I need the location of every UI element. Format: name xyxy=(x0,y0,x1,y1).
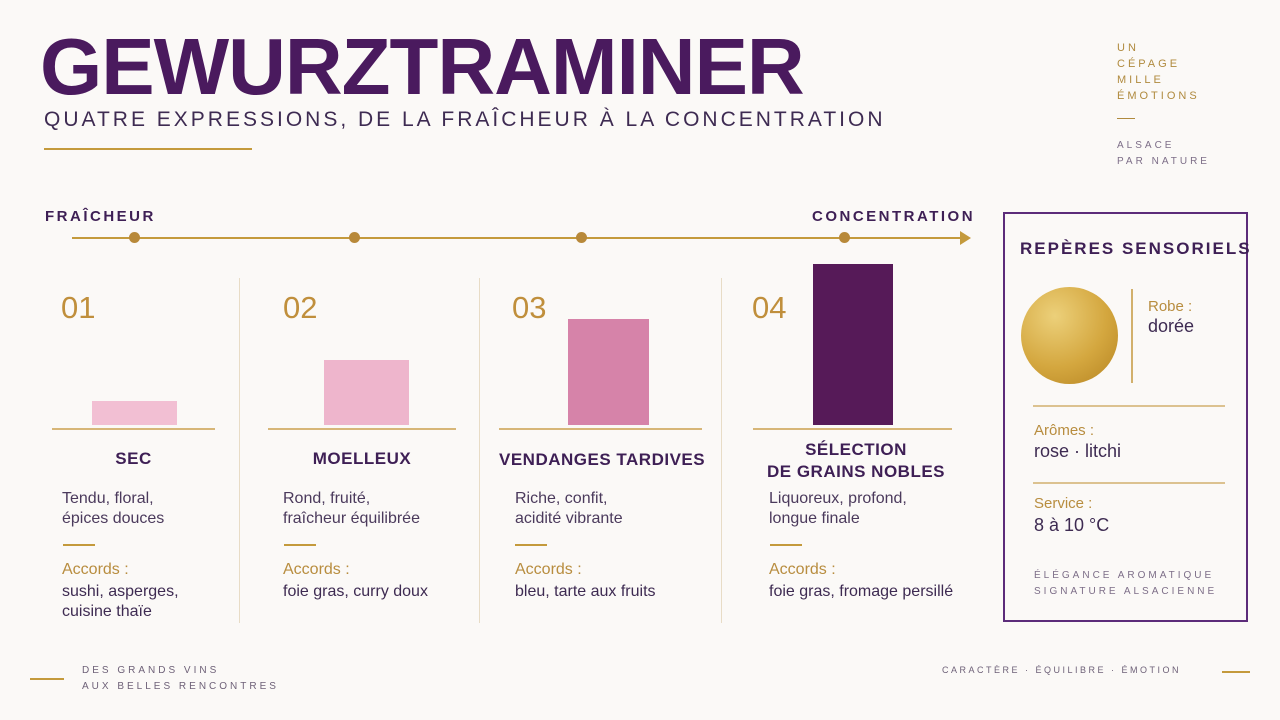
footer-values: CARACTÈRE · ÉQUILIBRE · ÉMOTION xyxy=(942,665,1182,675)
pairing-line: foie gras, fromage persillé xyxy=(769,583,954,600)
section-divider xyxy=(770,544,802,546)
description-line: Rond, fruité, xyxy=(283,490,371,507)
pairing-line: cuisine thaïe xyxy=(62,603,152,620)
section-divider xyxy=(284,544,316,546)
bar-baseline xyxy=(268,428,456,430)
style-name-line: DE GRAINS NOBLES xyxy=(766,462,946,481)
footer-rule-right xyxy=(1222,671,1250,673)
golden-robe-swatch xyxy=(1021,287,1118,384)
bar-baseline xyxy=(753,428,952,430)
pairing-value: bleu, tarte aux fruits xyxy=(515,582,656,602)
pairing-line: foie gras, curry doux xyxy=(283,583,428,600)
robe-value: dorée xyxy=(1148,316,1195,336)
footer-slogan-line: AUX BELLES RENCONTRES xyxy=(82,681,279,692)
style-number: 01 xyxy=(61,290,96,325)
axis-marker xyxy=(129,232,140,243)
aromas-value: rose · litchi xyxy=(1034,441,1122,461)
axis-marker xyxy=(576,232,587,243)
intensity-bar xyxy=(324,360,409,425)
intensity-bar xyxy=(92,401,177,425)
description-line: Riche, confit, xyxy=(515,490,608,507)
bar-baseline xyxy=(52,428,215,430)
pairing-line: bleu, tarte aux fruits xyxy=(515,583,656,600)
robe-label: Robe : xyxy=(1148,298,1193,315)
style-number: 02 xyxy=(283,290,318,325)
section-divider xyxy=(515,544,547,546)
description-line: Liquoreux, profond, xyxy=(769,490,907,507)
description-line: fraîcheur équilibrée xyxy=(283,510,420,527)
style-description: Tendu, floral, épices douces xyxy=(62,489,164,529)
column-divider xyxy=(239,278,240,623)
intensity-bar xyxy=(813,264,893,425)
style-name-line: VENDANGES TARDIVES xyxy=(499,450,706,469)
style-description: Liquoreux, profond, longue finale xyxy=(769,489,907,529)
title-underline xyxy=(44,148,252,150)
axis-end-label: CONCENTRATION xyxy=(812,208,976,225)
pairing-label: Accords : xyxy=(515,561,582,578)
style-name: SÉLECTION DE GRAINS NOBLES xyxy=(753,439,959,483)
style-name: VENDANGES TARDIVES xyxy=(499,449,706,471)
description-line: acidité vibrante xyxy=(515,510,623,527)
tagline-divider xyxy=(1117,118,1135,119)
pairing-label: Accords : xyxy=(283,561,350,578)
tagline: UN CÉPAGE MILLE ÉMOTIONS xyxy=(1117,40,1200,104)
robe-divider xyxy=(1131,289,1133,383)
style-name-line: MOELLEUX xyxy=(312,449,412,468)
pairing-line: sushi, asperges, xyxy=(62,583,179,600)
section-divider xyxy=(63,544,95,546)
panel-title: REPÈRES SENSORIELS xyxy=(1020,239,1252,258)
style-description: Riche, confit, acidité vibrante xyxy=(515,489,623,529)
axis-arrow-icon xyxy=(960,231,971,245)
axis-line xyxy=(72,237,962,239)
style-description: Rond, fruité, fraîcheur équilibrée xyxy=(283,489,420,529)
panel-footer-line: ÉLÉGANCE AROMATIQUE xyxy=(1034,570,1215,581)
pairing-value: foie gras, fromage persillé xyxy=(769,582,953,602)
bar-baseline xyxy=(499,428,702,430)
service-value: 8 à 10 °C xyxy=(1034,515,1110,535)
style-number: 03 xyxy=(512,290,547,325)
axis-marker xyxy=(349,232,360,243)
style-name: MOELLEUX xyxy=(268,448,456,470)
tagline-line: CÉPAGE xyxy=(1117,58,1181,70)
footer-slogan-line: DES GRANDS VINS xyxy=(82,665,220,676)
style-name-line: SÉLECTION xyxy=(805,440,907,459)
tagline-line: MILLE xyxy=(1117,74,1164,86)
service-label: Service : xyxy=(1034,495,1093,512)
axis-marker xyxy=(839,232,850,243)
tagline-line: ÉMOTIONS xyxy=(1117,90,1200,102)
panel-footer-line: SIGNATURE ALSACIENNE xyxy=(1034,586,1218,597)
axis-start-label: FRAÎCHEUR xyxy=(45,208,156,225)
region-label: ALSACE PAR NATURE xyxy=(1117,138,1210,170)
style-number: 04 xyxy=(752,290,787,325)
footer-rule-left xyxy=(30,678,64,680)
footer-slogan: DES GRANDS VINS AUX BELLES RENCONTRES xyxy=(82,663,279,695)
pairing-value: foie gras, curry doux xyxy=(283,582,428,602)
style-name: SEC xyxy=(52,448,215,470)
intensity-bar xyxy=(568,319,649,425)
pairing-label: Accords : xyxy=(769,561,836,578)
page-subtitle: QUATRE EXPRESSIONS, DE LA FRAÎCHEUR À LA… xyxy=(44,108,886,131)
page-title: GEWURZTRAMINER xyxy=(40,22,805,111)
column-divider xyxy=(479,278,480,623)
tagline-line: UN xyxy=(1117,42,1139,54)
style-name-line: SEC xyxy=(115,449,152,468)
pairing-label: Accords : xyxy=(62,561,129,578)
sensory-panel xyxy=(1003,212,1248,622)
aromas-label: Arômes : xyxy=(1034,422,1095,439)
region-line: PAR NATURE xyxy=(1117,156,1210,167)
pairing-value: sushi, asperges, cuisine thaïe xyxy=(62,582,179,622)
column-divider xyxy=(721,278,722,623)
region-line: ALSACE xyxy=(1117,140,1175,151)
panel-divider xyxy=(1033,405,1225,407)
description-line: Tendu, floral, xyxy=(62,490,154,507)
description-line: épices douces xyxy=(62,510,165,527)
description-line: longue finale xyxy=(769,510,860,527)
panel-divider xyxy=(1033,482,1225,484)
